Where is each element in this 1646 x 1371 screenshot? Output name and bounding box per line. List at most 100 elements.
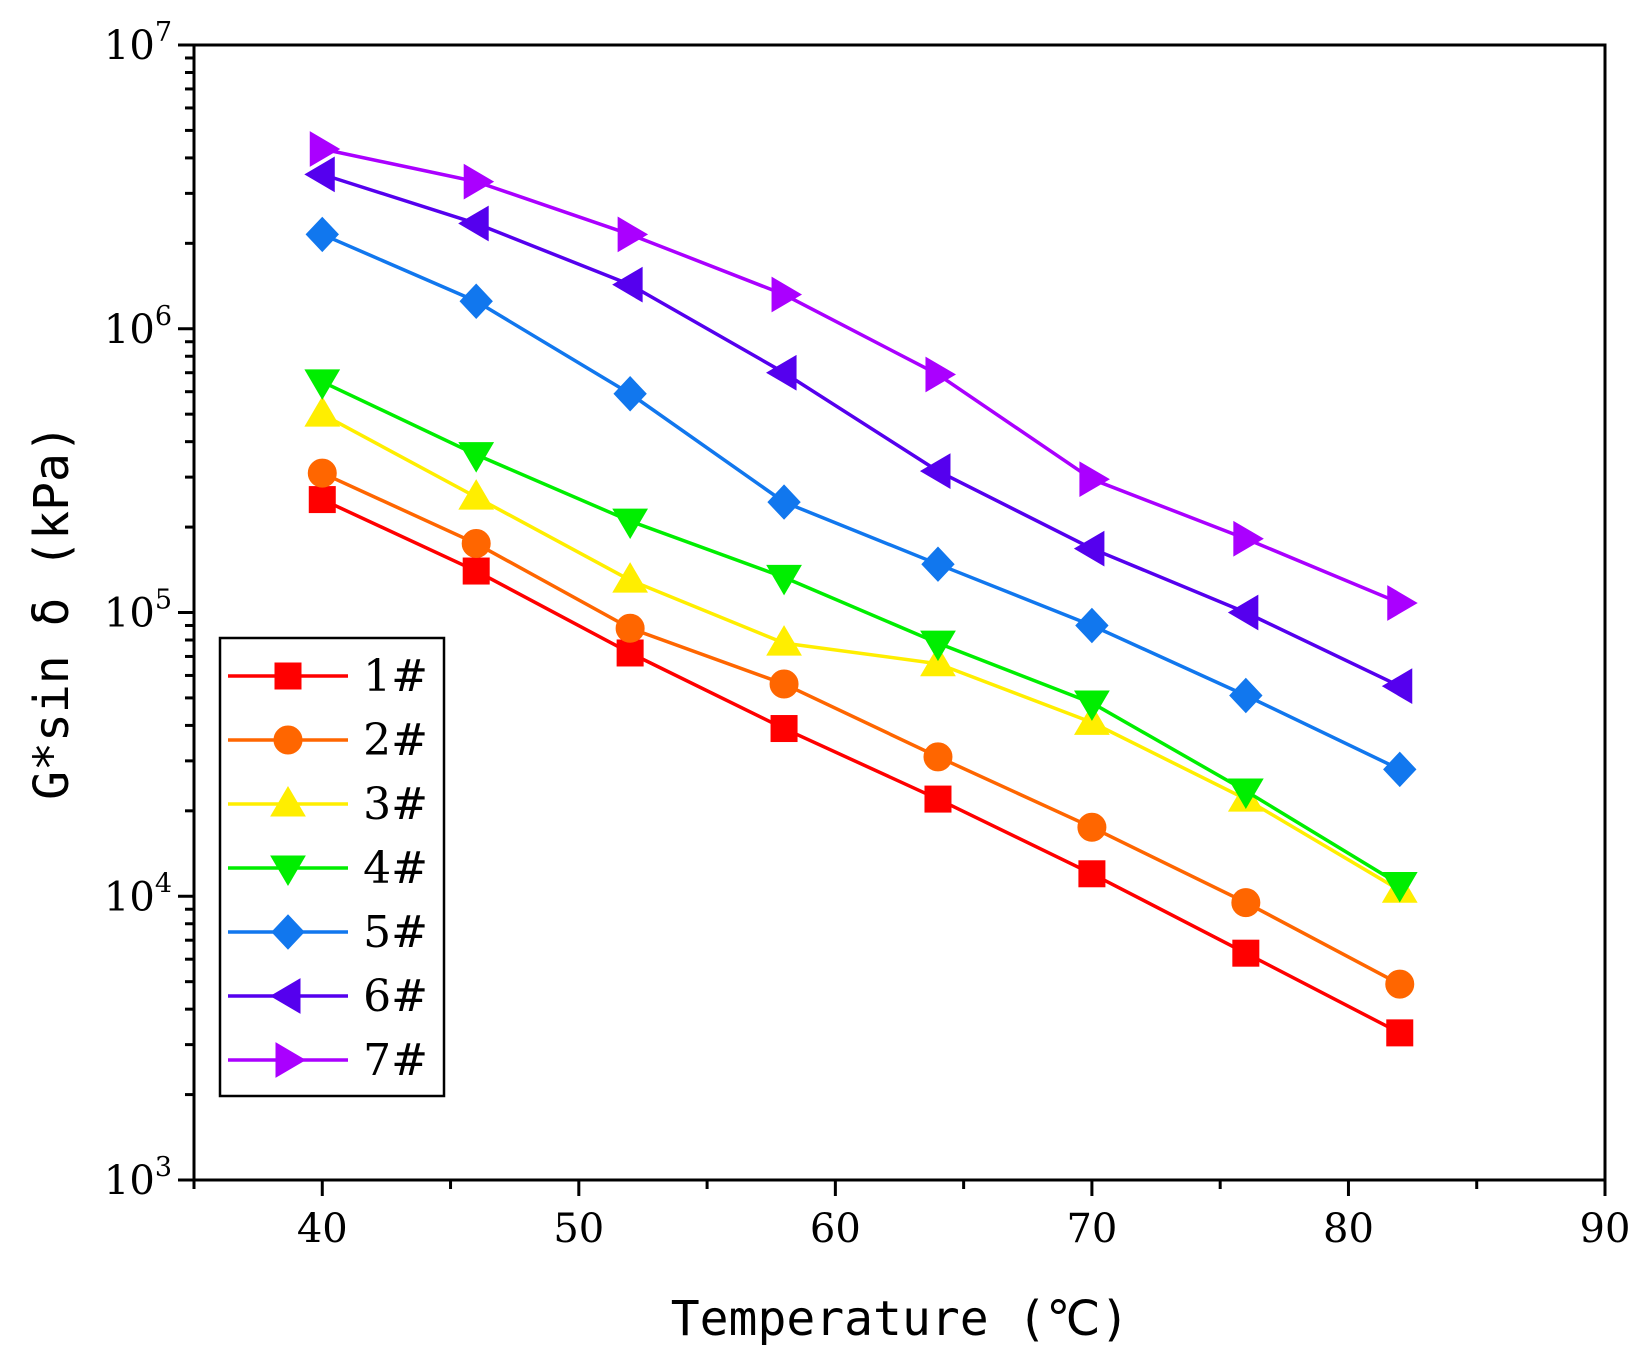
data-point bbox=[1385, 969, 1415, 999]
legend-marker bbox=[270, 786, 306, 817]
data-point bbox=[458, 442, 495, 473]
plot-frame bbox=[192, 43, 1607, 1182]
legend-label: 5# bbox=[363, 907, 428, 958]
legend-item: 5# bbox=[228, 907, 428, 958]
x-tick-label: 60 bbox=[810, 1206, 861, 1252]
legend-marker bbox=[274, 662, 302, 690]
series-2 bbox=[307, 458, 1415, 999]
legend-marker bbox=[271, 914, 305, 950]
x-tick-label: 50 bbox=[553, 1206, 604, 1252]
data-point bbox=[463, 163, 495, 200]
legend-marker bbox=[270, 978, 301, 1014]
data-point bbox=[921, 546, 955, 582]
y-axis-title: G*sin δ (kPa) bbox=[24, 424, 80, 800]
x-axis-title: Temperature (℃) bbox=[671, 1291, 1129, 1347]
data-point bbox=[1381, 872, 1418, 903]
series-5 bbox=[305, 216, 1417, 788]
data-point bbox=[612, 266, 643, 303]
data-point bbox=[920, 645, 956, 677]
data-point bbox=[461, 529, 491, 559]
data-point bbox=[613, 376, 647, 412]
data-point bbox=[1075, 607, 1109, 644]
data-point bbox=[1381, 668, 1413, 705]
legend-label: 6# bbox=[363, 971, 428, 1022]
data-point bbox=[615, 613, 645, 643]
data-point bbox=[458, 205, 489, 242]
y-tick-label: 107 bbox=[104, 17, 172, 69]
data-point bbox=[924, 785, 952, 813]
data-point bbox=[771, 276, 803, 313]
x-tick-label: 90 bbox=[1580, 1206, 1631, 1252]
data-point bbox=[462, 557, 490, 585]
data-point bbox=[616, 639, 644, 667]
legend-item: 7# bbox=[228, 1035, 428, 1086]
data-point bbox=[925, 356, 956, 393]
legend-item: 6# bbox=[228, 971, 428, 1022]
series-4 bbox=[304, 369, 1418, 903]
data-point bbox=[1386, 1019, 1414, 1047]
data-point bbox=[459, 283, 493, 319]
data-point bbox=[1231, 888, 1261, 918]
data-point bbox=[309, 131, 341, 167]
y-tick-label: 106 bbox=[104, 301, 172, 353]
series-line bbox=[321, 172, 1401, 688]
data-point bbox=[1383, 751, 1417, 788]
series-6 bbox=[304, 156, 1413, 705]
data-point bbox=[767, 484, 801, 520]
data-point bbox=[1232, 939, 1260, 967]
legend-item: 4# bbox=[228, 843, 428, 894]
data-point bbox=[1079, 461, 1110, 498]
data-point bbox=[766, 564, 802, 596]
data-point bbox=[920, 630, 956, 662]
y-tick-label: 104 bbox=[104, 868, 172, 920]
x-tick-label: 70 bbox=[1066, 1206, 1117, 1252]
data-point bbox=[1229, 677, 1263, 714]
series-3 bbox=[304, 396, 1418, 903]
legend-marker bbox=[273, 725, 303, 755]
legend: 1# 2# 3# 4# 5# 6# 7# bbox=[218, 636, 446, 1098]
data-point bbox=[766, 354, 797, 391]
data-point bbox=[304, 396, 341, 427]
series-7 bbox=[309, 131, 1418, 621]
data-point bbox=[305, 216, 339, 253]
data-point bbox=[1227, 778, 1264, 809]
data-point bbox=[1233, 520, 1264, 557]
data-point bbox=[304, 369, 341, 400]
data-point bbox=[307, 458, 337, 488]
data-point bbox=[1073, 530, 1105, 567]
legend-label: 1# bbox=[363, 651, 428, 702]
legend-label: 3# bbox=[363, 779, 428, 830]
legend-label: 2# bbox=[363, 715, 428, 766]
data-point bbox=[612, 508, 648, 540]
data-point bbox=[304, 156, 335, 193]
x-tick-label: 80 bbox=[1323, 1206, 1374, 1252]
series-line bbox=[321, 232, 1401, 771]
series-1 bbox=[308, 486, 1414, 1047]
y-tick-label: 105 bbox=[104, 585, 172, 637]
series-line bbox=[321, 147, 1401, 605]
data-point bbox=[617, 216, 649, 253]
legend-label: 4# bbox=[363, 843, 428, 894]
x-tick-label: 40 bbox=[297, 1206, 348, 1252]
series-line bbox=[321, 471, 1401, 986]
data-point bbox=[612, 562, 648, 593]
series-line bbox=[321, 412, 1401, 892]
data-point bbox=[458, 479, 495, 510]
data-point bbox=[1074, 690, 1110, 721]
legend-item: 1# bbox=[228, 651, 428, 702]
legend-label: 7# bbox=[363, 1035, 428, 1086]
legend-item: 2# bbox=[228, 715, 428, 766]
data-point bbox=[770, 715, 798, 743]
y-tick-label: 103 bbox=[104, 1152, 172, 1204]
legend-marker bbox=[270, 855, 306, 886]
data-point bbox=[1077, 812, 1107, 842]
series-layer bbox=[304, 131, 1418, 1047]
data-point bbox=[1387, 585, 1418, 621]
data-point bbox=[1078, 860, 1106, 888]
legend-item: 3# bbox=[228, 779, 428, 830]
series-line bbox=[321, 497, 1401, 1035]
data-point bbox=[923, 742, 953, 772]
series-line bbox=[321, 380, 1401, 887]
legend-marker bbox=[275, 1042, 306, 1078]
